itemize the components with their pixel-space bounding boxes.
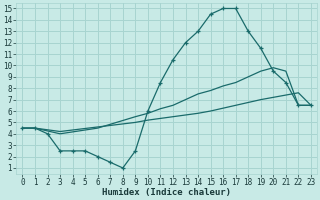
X-axis label: Humidex (Indice chaleur): Humidex (Indice chaleur) <box>102 188 231 197</box>
